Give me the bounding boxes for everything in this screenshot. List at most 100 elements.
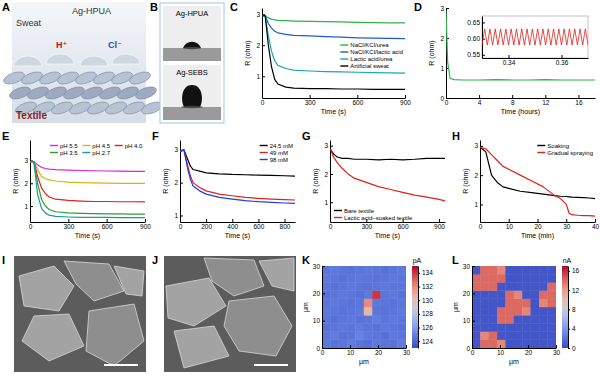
x-axis-title: Time (hours) — [501, 108, 540, 116]
heatmap-cell — [364, 323, 372, 331]
legend-swatch — [260, 159, 268, 160]
tick-mark — [262, 14, 265, 15]
series-line — [30, 162, 145, 202]
series-line — [262, 16, 405, 90]
heatmap-cell — [339, 307, 347, 315]
tick-mark — [418, 300, 420, 301]
tick-mark — [512, 95, 513, 98]
tick-mark — [472, 321, 475, 322]
flake — [22, 314, 84, 361]
fiber — [2, 70, 26, 87]
heatmap-cell — [381, 274, 389, 282]
plot-area — [446, 11, 595, 80]
tick: 0 — [568, 345, 576, 352]
flake — [259, 258, 294, 291]
tick-mark — [509, 219, 510, 222]
tick-label: 0.55 — [467, 51, 480, 58]
heatmap-cell — [339, 340, 347, 348]
heatmap-cell — [322, 323, 330, 331]
panel-letter: E — [2, 130, 9, 142]
heatmap-cell — [347, 340, 355, 348]
tick-mark — [472, 348, 475, 349]
tick: 1 — [324, 199, 333, 206]
illustration-label: Ag-HPUA — [72, 6, 111, 16]
tick: 2 — [440, 35, 449, 42]
legend-swatch — [50, 152, 58, 153]
tick-label: 132 — [422, 283, 433, 290]
heatmap-cell — [347, 332, 355, 340]
legend-item: pH 2.7 — [82, 150, 110, 156]
heatmap-cell — [381, 266, 389, 274]
legend-item: NaCl/KCl/urea — [340, 42, 389, 48]
tick-mark — [480, 204, 483, 205]
x-axis-title: Time (s) — [321, 108, 346, 116]
tick-mark — [405, 95, 406, 98]
heatmap-cell — [522, 323, 530, 331]
legend-swatch — [82, 152, 90, 153]
tick-mark — [418, 314, 420, 315]
tick-label: 30 — [563, 223, 571, 230]
tick-label: 0 — [316, 345, 320, 352]
tick-label: 4 — [572, 325, 576, 332]
series-line — [482, 29, 588, 45]
heatmap-cell — [398, 274, 406, 282]
heatmap-cell — [398, 282, 406, 290]
tick-mark — [568, 329, 570, 330]
tick-label: 0 — [261, 99, 265, 106]
axis-line — [322, 267, 323, 349]
heatmap-cell — [539, 299, 547, 307]
tick-label: 0 — [440, 95, 444, 102]
heatmap-cell — [381, 332, 389, 340]
tick: 40 — [592, 219, 600, 230]
heatmap-cell — [339, 315, 347, 323]
axis-line — [472, 267, 473, 349]
panel-letter: K — [302, 254, 310, 266]
heatmap-cell — [364, 299, 372, 307]
tick-mark — [30, 206, 33, 207]
tick-mark — [145, 219, 146, 222]
tick-label: 0.65 — [467, 19, 480, 26]
x-axis-title: Time (s) — [225, 232, 250, 240]
heatmap-cell — [522, 299, 530, 307]
legend-label: Soaking — [547, 143, 569, 149]
heatmap-cell — [472, 274, 480, 282]
tick-label: 0 — [29, 223, 33, 230]
tick-mark — [568, 309, 570, 310]
tick: 16 — [575, 95, 583, 106]
tick-mark — [285, 219, 286, 222]
tick-label: 3 — [24, 157, 28, 164]
fiber — [104, 100, 128, 117]
tick-label: 30 — [463, 263, 471, 270]
tick: 2 — [174, 179, 183, 186]
heatmap-cell — [347, 323, 355, 331]
colorbar-title: pA — [413, 257, 422, 265]
heatmap-cell — [514, 282, 522, 290]
tick-label: 0 — [479, 223, 483, 230]
tick-label: 2 — [24, 180, 28, 187]
colorbar-axis: 124126128130132134 — [418, 267, 433, 349]
panel-letter: L — [452, 254, 459, 266]
tick-mark — [330, 146, 333, 147]
tick-label: 0 — [466, 345, 470, 352]
axis-line — [331, 222, 446, 223]
tick-label: 900 — [400, 99, 411, 106]
tick: 2 — [256, 42, 265, 49]
heatmap-cell — [548, 291, 556, 299]
axis-line — [480, 141, 481, 223]
y-axis: 123 — [174, 141, 183, 223]
tick-mark — [418, 287, 420, 288]
fiber — [44, 85, 68, 102]
heatmap-cell — [372, 340, 380, 348]
droplet — [80, 56, 108, 66]
legend-item: 49 mM — [260, 150, 288, 156]
heatmap-cell — [372, 291, 380, 299]
axis-line — [483, 58, 589, 59]
legend-label: pH 2.7 — [92, 150, 110, 156]
heatmap-cell — [514, 291, 522, 299]
tick-mark — [330, 202, 333, 203]
legend-label: Artificial sweat — [350, 63, 389, 69]
heatmap-cell — [389, 274, 397, 282]
heatmap-cell — [372, 307, 380, 315]
axis-line — [262, 9, 263, 99]
legend-item: pH 4.5 — [82, 143, 110, 149]
